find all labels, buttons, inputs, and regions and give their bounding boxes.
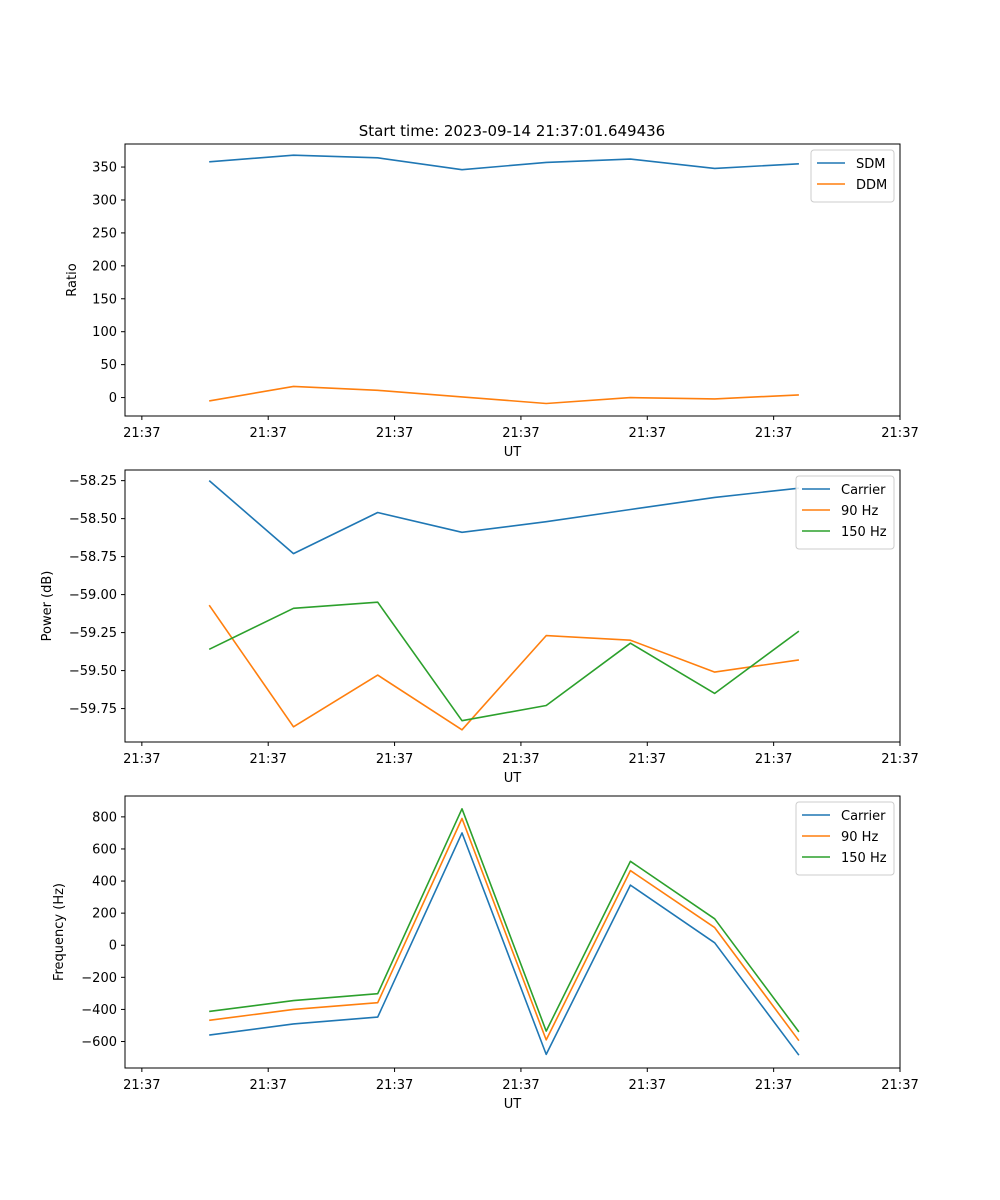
y-tick-label-power: −58.50 [69, 512, 117, 527]
y-tick-label-power: −59.00 [69, 588, 117, 603]
x-tick-label-frequency: 21:37 [123, 1078, 160, 1093]
panel-ratio: 21:37 21:37 21:37 21:37 21:37 21:37 21:37 0 50 10… [65, 143, 919, 460]
x-tick-label-power: 21:37 [755, 752, 792, 767]
legend-ratio: SDM DDM [810, 149, 895, 203]
series-line-frequency-90-hz [209, 817, 800, 1042]
x-tick-label-ratio: 21:37 [629, 426, 666, 441]
x-tick-label-frequency: 21:37 [629, 1078, 666, 1093]
legend-label-frequency: Carrier [841, 809, 886, 824]
axes-frame-ratio [124, 143, 901, 417]
y-tick-label-power: −59.75 [69, 702, 117, 717]
y-tick-label-frequency: 600 [92, 842, 117, 857]
x-tick-label-frequency: 21:37 [376, 1078, 413, 1093]
y-tick-label-ratio: 100 [92, 325, 117, 340]
figure-title: Start time: 2023-09-14 21:37:01.649436 [359, 122, 665, 140]
y-tick-label-ratio: 0 [109, 391, 117, 406]
x-tick-label-frequency: 21:37 [755, 1078, 792, 1093]
series-line-ratio-sdm [209, 154, 799, 171]
x-tick-label-frequency: 21:37 [881, 1078, 918, 1093]
y-tick-label-ratio: 200 [92, 259, 117, 274]
x-tick-label-power: 21:37 [881, 752, 918, 767]
legend-label-power: 90 Hz [841, 504, 878, 519]
x-tick-label-power: 21:37 [123, 752, 160, 767]
series-line-power-carrier [208, 479, 799, 555]
x-tick-label-ratio: 21:37 [502, 426, 539, 441]
x-tick-label-ratio: 21:37 [249, 426, 286, 441]
y-axis-label-power: Power (dB) [40, 571, 55, 642]
legend-power: Carrier 90 Hz 150 Hz [795, 475, 895, 550]
y-tick-label-power: −58.75 [69, 550, 117, 565]
y-tick-label-frequency: −200 [81, 971, 117, 986]
y-tick-label-ratio: 50 [100, 358, 117, 373]
y-tick-label-ratio: 300 [92, 193, 117, 208]
series-line-power-150-hz [208, 601, 800, 722]
panel-power: 21:37 21:37 21:37 21:37 21:37 21:37 21:37 −59.7… [40, 469, 919, 786]
x-tick-label-power: 21:37 [249, 752, 286, 767]
series-line-power-90-hz [208, 604, 800, 731]
y-tick-label-ratio: 150 [92, 292, 117, 307]
legend-label-ratio: DDM [856, 178, 887, 193]
x-axis-label-power: UT [504, 771, 522, 786]
legend-label-frequency: 90 Hz [841, 830, 878, 845]
x-tick-label-power: 21:37 [502, 752, 539, 767]
axes-frame-frequency [124, 795, 901, 1069]
legend-label-power: Carrier [841, 483, 886, 498]
x-tick-label-power: 21:37 [376, 752, 413, 767]
series-line-frequency-150-hz [209, 807, 800, 1033]
x-axis-label-frequency: UT [504, 1097, 522, 1112]
x-axis-label-ratio: UT [504, 445, 522, 460]
y-tick-label-ratio: 250 [92, 226, 117, 241]
y-tick-label-frequency: −600 [81, 1035, 117, 1050]
y-tick-label-ratio: 350 [92, 161, 117, 176]
x-tick-label-ratio: 21:37 [376, 426, 413, 441]
x-tick-label-frequency: 21:37 [502, 1078, 539, 1093]
panel-frequency: 21:37 21:37 21:37 21:37 21:37 21:37 21:37 −600 −… [52, 795, 919, 1112]
legend-label-ratio: SDM [856, 157, 885, 172]
series-line-frequency-carrier [209, 832, 800, 1056]
y-tick-label-power: −59.25 [69, 626, 117, 641]
series-line-ratio-ddm [209, 385, 799, 405]
legend-label-frequency: 150 Hz [841, 851, 887, 866]
y-axis-label-frequency: Frequency (Hz) [52, 883, 67, 981]
y-tick-label-power: −59.50 [69, 664, 117, 679]
y-tick-label-frequency: 400 [92, 875, 117, 890]
y-tick-label-frequency: 200 [92, 907, 117, 922]
x-tick-label-power: 21:37 [629, 752, 666, 767]
x-tick-label-ratio: 21:37 [755, 426, 792, 441]
x-tick-label-ratio: 21:37 [881, 426, 918, 441]
x-tick-label-frequency: 21:37 [249, 1078, 286, 1093]
y-tick-label-frequency: 800 [92, 810, 117, 825]
y-tick-label-power: −58.25 [69, 474, 117, 489]
y-axis-label-ratio: Ratio [65, 263, 80, 296]
x-tick-label-ratio: 21:37 [123, 426, 160, 441]
y-tick-label-frequency: −400 [81, 1003, 117, 1018]
legend-frequency: Carrier 90 Hz 150 Hz [795, 801, 895, 876]
y-tick-label-frequency: 0 [109, 939, 117, 954]
legend-label-power: 150 Hz [841, 525, 887, 540]
panels: 21:37 21:37 21:37 21:37 21:37 21:37 21:37 0 50 10… [40, 143, 919, 1112]
axes-frame-power [124, 469, 901, 743]
